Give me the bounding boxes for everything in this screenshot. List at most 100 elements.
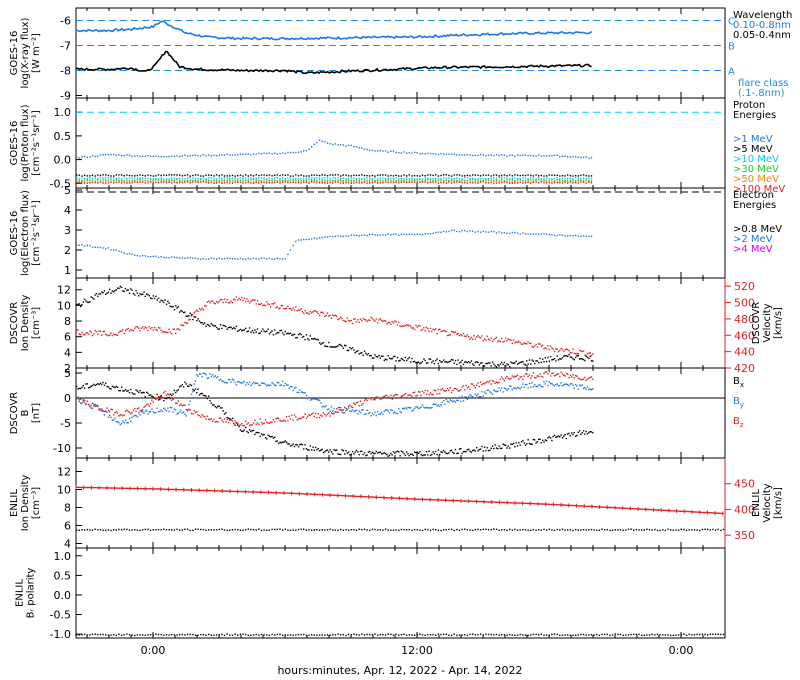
series-point <box>326 413 329 415</box>
series-point <box>97 333 99 335</box>
series-point <box>590 177 593 180</box>
series-point <box>94 294 96 296</box>
series-point <box>469 388 471 390</box>
series-point <box>398 234 400 236</box>
series-point <box>245 529 247 531</box>
series-point <box>704 633 706 636</box>
series-point <box>144 634 146 636</box>
series-point <box>487 338 490 340</box>
series-point <box>260 302 263 305</box>
series-point <box>450 175 453 177</box>
series-point <box>279 419 281 422</box>
series-point <box>163 407 165 409</box>
series-point <box>279 258 281 260</box>
series-point <box>142 155 144 157</box>
series-point <box>148 394 150 397</box>
series-point <box>144 326 146 328</box>
series-point <box>427 177 429 179</box>
series-point <box>390 358 392 360</box>
series-point <box>458 362 461 364</box>
series-point <box>482 382 484 385</box>
series-point <box>291 386 293 388</box>
series-point <box>324 179 326 181</box>
series-point <box>217 421 219 423</box>
series-point <box>498 175 500 177</box>
series-point <box>247 383 249 385</box>
series-point <box>110 175 112 177</box>
series-point <box>260 433 263 435</box>
series-point <box>388 396 391 399</box>
series-point <box>577 431 579 434</box>
series-point <box>411 634 413 636</box>
series-point <box>497 341 499 343</box>
series-point <box>355 409 358 412</box>
series-point <box>305 180 308 183</box>
series-point <box>81 386 83 389</box>
series-point <box>374 150 376 152</box>
series-point <box>184 528 186 530</box>
series-point <box>361 182 363 184</box>
series-point <box>419 529 421 531</box>
series-point <box>217 405 219 408</box>
series-point <box>204 416 206 418</box>
series-point <box>427 528 429 531</box>
series-point <box>202 394 205 396</box>
series-point <box>406 180 408 183</box>
series-point <box>149 174 152 177</box>
series-point <box>576 385 578 387</box>
series-point <box>400 181 403 184</box>
y-axis-label: ENLILBᵣ polarity <box>15 568 37 619</box>
series-point <box>284 174 286 176</box>
series-point <box>102 330 104 333</box>
series-point <box>309 311 311 313</box>
series-point <box>142 177 144 179</box>
series-point <box>139 293 141 295</box>
series-point <box>266 330 268 332</box>
series-point <box>498 180 500 182</box>
series-point <box>559 358 561 360</box>
series-point <box>530 176 532 179</box>
series-point <box>165 156 168 158</box>
series-point <box>213 302 215 304</box>
series-point <box>569 156 572 158</box>
series-point <box>482 395 484 397</box>
series-point <box>218 154 220 156</box>
series-point <box>205 178 207 180</box>
series-point <box>410 325 412 328</box>
series-point <box>538 375 540 377</box>
series-point <box>369 634 371 636</box>
series-point <box>196 392 198 394</box>
series-point <box>239 424 242 426</box>
series-point <box>284 382 286 385</box>
series-point <box>136 179 139 181</box>
series-point <box>264 437 267 439</box>
series-point <box>712 528 714 531</box>
series-point <box>326 408 329 411</box>
series-point <box>131 392 133 394</box>
series-point <box>495 366 498 368</box>
series-point <box>518 378 520 380</box>
series-proton-5 <box>76 181 593 184</box>
series-point <box>101 291 103 293</box>
series-point <box>173 256 176 259</box>
series-point <box>490 392 492 394</box>
series-point <box>498 445 500 447</box>
series-point <box>198 415 201 417</box>
series-point <box>361 178 363 181</box>
series-point <box>134 634 136 637</box>
series-point <box>274 634 276 636</box>
series-point <box>548 178 550 180</box>
series-point <box>167 300 169 303</box>
series-point <box>76 181 78 183</box>
series-point <box>443 180 445 182</box>
series-point <box>221 298 223 301</box>
series-point <box>324 451 326 453</box>
series-point <box>717 528 719 531</box>
series-point <box>91 334 94 337</box>
series-point <box>347 235 350 237</box>
series-point <box>344 406 346 409</box>
series-point <box>553 181 556 184</box>
series-point <box>379 174 381 176</box>
series-point <box>186 528 189 530</box>
y-axis-label-line: Bᵣ polarity <box>26 568 37 619</box>
